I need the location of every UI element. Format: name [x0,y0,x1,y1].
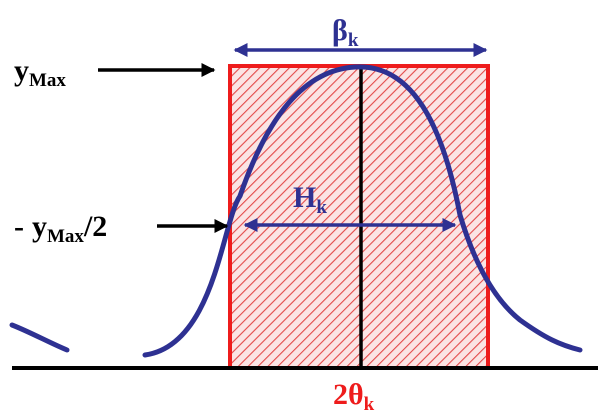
peak-curve-left-tail [9,322,70,353]
integral-breadth-rectangle [228,64,490,370]
peak-curve [142,64,583,358]
beta-label: βk [332,14,359,51]
ymax-label: yMax [14,54,66,91]
half-max-label: - yMax/2 [14,210,107,247]
fwhm-label: Hk [293,181,327,218]
two-theta-label: 2θk [333,378,375,412]
